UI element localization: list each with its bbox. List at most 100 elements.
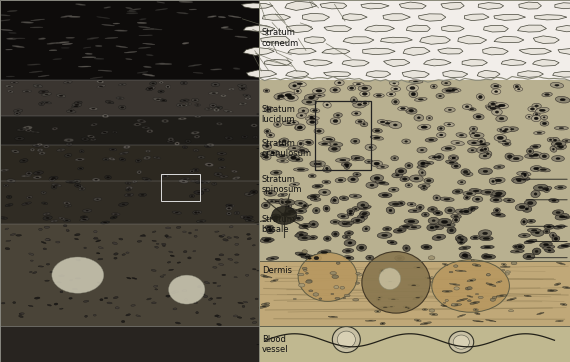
Ellipse shape [227, 111, 230, 112]
Ellipse shape [458, 237, 461, 239]
Ellipse shape [148, 88, 152, 89]
Ellipse shape [461, 181, 463, 183]
Ellipse shape [139, 172, 140, 173]
Polygon shape [438, 48, 463, 54]
Ellipse shape [430, 281, 433, 282]
Ellipse shape [455, 270, 466, 272]
Ellipse shape [312, 109, 317, 111]
Ellipse shape [272, 206, 296, 224]
Ellipse shape [76, 4, 86, 5]
Ellipse shape [479, 236, 493, 241]
Ellipse shape [330, 272, 336, 275]
Ellipse shape [220, 159, 222, 160]
Ellipse shape [534, 184, 548, 190]
Ellipse shape [499, 117, 504, 120]
Ellipse shape [182, 146, 188, 148]
Ellipse shape [59, 217, 66, 220]
Ellipse shape [540, 153, 549, 159]
Polygon shape [243, 26, 275, 31]
Ellipse shape [529, 150, 531, 152]
Ellipse shape [524, 174, 526, 177]
Ellipse shape [45, 214, 48, 215]
Ellipse shape [471, 150, 474, 151]
Ellipse shape [389, 188, 399, 192]
Ellipse shape [112, 131, 117, 134]
Ellipse shape [467, 287, 472, 290]
Polygon shape [443, 71, 468, 77]
Ellipse shape [194, 212, 197, 214]
Ellipse shape [298, 273, 304, 276]
Ellipse shape [423, 188, 425, 189]
Ellipse shape [113, 296, 118, 299]
Ellipse shape [26, 127, 29, 129]
Ellipse shape [467, 148, 477, 153]
Ellipse shape [488, 101, 498, 106]
Ellipse shape [153, 285, 158, 287]
Polygon shape [246, 70, 277, 78]
Ellipse shape [228, 88, 235, 90]
Ellipse shape [38, 38, 46, 39]
Ellipse shape [445, 299, 449, 302]
Ellipse shape [488, 106, 491, 108]
Ellipse shape [193, 168, 199, 172]
Ellipse shape [470, 126, 478, 131]
Ellipse shape [114, 257, 117, 259]
Ellipse shape [67, 230, 70, 232]
Ellipse shape [421, 149, 424, 151]
Ellipse shape [426, 116, 433, 121]
Ellipse shape [139, 120, 144, 122]
Ellipse shape [89, 136, 93, 137]
Ellipse shape [490, 298, 495, 301]
Ellipse shape [439, 95, 442, 97]
Ellipse shape [42, 101, 51, 104]
Ellipse shape [470, 189, 483, 193]
Ellipse shape [31, 131, 40, 133]
Ellipse shape [361, 204, 365, 206]
Ellipse shape [358, 121, 362, 123]
Ellipse shape [368, 320, 373, 321]
Ellipse shape [125, 147, 128, 148]
Ellipse shape [365, 160, 373, 164]
Ellipse shape [490, 107, 496, 110]
Ellipse shape [306, 281, 312, 283]
Ellipse shape [302, 110, 305, 112]
Ellipse shape [560, 303, 567, 306]
Ellipse shape [281, 93, 295, 97]
Ellipse shape [68, 143, 70, 145]
Ellipse shape [137, 170, 142, 174]
Ellipse shape [22, 202, 31, 205]
Ellipse shape [409, 80, 423, 83]
Ellipse shape [458, 180, 466, 185]
Ellipse shape [222, 95, 225, 96]
Ellipse shape [507, 155, 512, 158]
Ellipse shape [205, 145, 211, 148]
Ellipse shape [170, 139, 172, 140]
Ellipse shape [548, 289, 553, 291]
Ellipse shape [116, 97, 124, 99]
Ellipse shape [211, 83, 220, 87]
Ellipse shape [147, 151, 149, 152]
Ellipse shape [323, 205, 330, 212]
Ellipse shape [347, 209, 355, 214]
Ellipse shape [307, 119, 318, 125]
Ellipse shape [495, 106, 500, 108]
Ellipse shape [442, 263, 448, 266]
Polygon shape [303, 13, 329, 21]
Ellipse shape [263, 89, 270, 93]
Ellipse shape [53, 220, 56, 222]
Ellipse shape [18, 138, 21, 139]
Ellipse shape [136, 315, 140, 317]
Ellipse shape [376, 299, 381, 300]
Ellipse shape [44, 226, 50, 228]
Ellipse shape [432, 156, 438, 158]
Ellipse shape [405, 247, 408, 249]
Ellipse shape [66, 202, 68, 204]
Ellipse shape [484, 247, 491, 248]
Ellipse shape [453, 217, 459, 223]
Ellipse shape [127, 277, 131, 279]
Ellipse shape [65, 205, 71, 207]
Ellipse shape [306, 141, 310, 143]
Ellipse shape [227, 204, 234, 207]
Ellipse shape [469, 208, 475, 211]
Ellipse shape [278, 97, 280, 99]
